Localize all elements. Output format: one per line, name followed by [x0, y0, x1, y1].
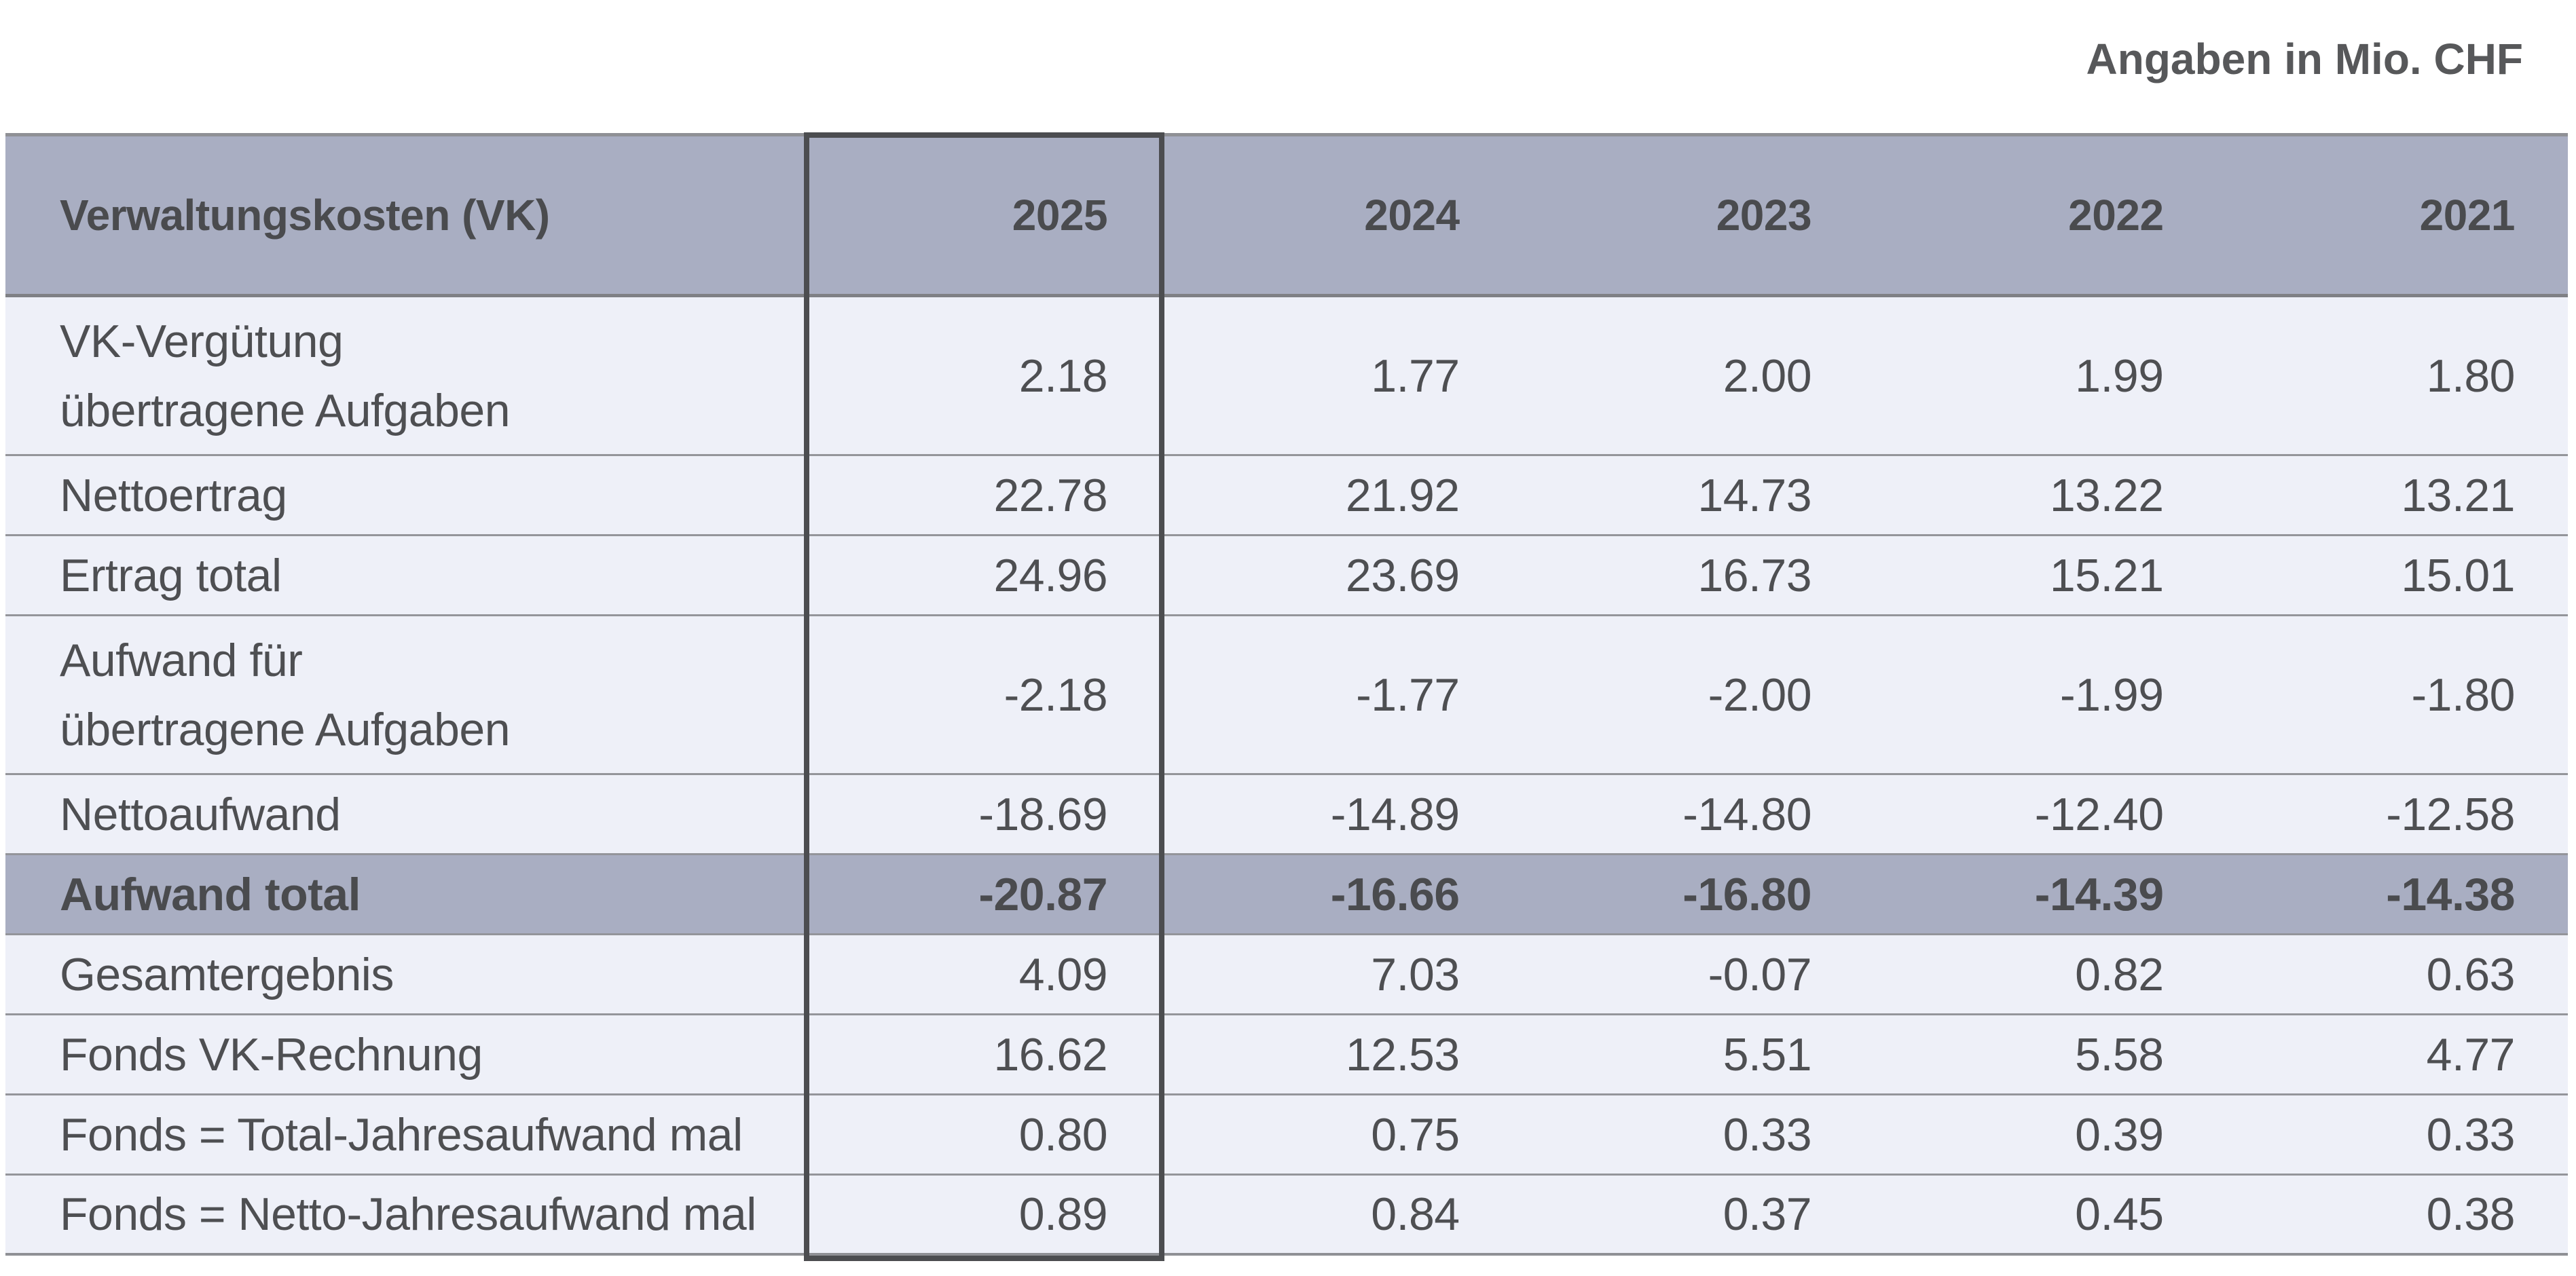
- value-cell: 23.69: [1345, 549, 1460, 601]
- value-cell: 4.09: [1018, 948, 1108, 1000]
- value-cell: 0.37: [1723, 1188, 1812, 1241]
- value-cell: 15.01: [2401, 549, 2515, 601]
- value-cell: -16.80: [1682, 868, 1812, 920]
- value-cell: 22.78: [993, 469, 1108, 521]
- table-title: Verwaltungskosten (VK): [60, 191, 550, 240]
- table-row: Aufwand für übertragene Aufgaben -2.18 -1…: [5, 616, 2568, 776]
- value-cell: 1.77: [1371, 350, 1460, 402]
- table-row: Fonds = Netto-Jahresaufwand mal 0.89 0.84…: [5, 1176, 2568, 1256]
- value-cell: -0.07: [1708, 948, 1812, 1000]
- value-cell: -1.80: [2411, 669, 2516, 721]
- row-label: Aufwand für übertragene Aufgaben: [60, 634, 511, 755]
- year-column-header: 2021: [2419, 191, 2516, 240]
- value-cell: -14.80: [1682, 788, 1812, 840]
- row-label: Nettoaufwand: [60, 788, 341, 840]
- value-cell: 7.03: [1371, 948, 1460, 1000]
- year-column-header: 2023: [1716, 191, 1812, 240]
- value-cell: -14.38: [2386, 868, 2515, 920]
- value-cell: -16.66: [1330, 868, 1460, 920]
- value-cell: 12.53: [1345, 1028, 1460, 1081]
- table-row: Fonds = Total-Jahresaufwand mal 0.80 0.75…: [5, 1095, 2568, 1176]
- value-cell: 0.33: [1723, 1108, 1812, 1161]
- value-cell: 0.89: [1018, 1188, 1108, 1241]
- table-row: Aufwand total -20.87 -16.66 -16.80 -14.39 -1…: [5, 855, 2568, 936]
- row-label: Nettoertrag: [60, 469, 287, 521]
- value-cell: 15.21: [2049, 549, 2164, 601]
- value-cell: 0.38: [2426, 1188, 2516, 1241]
- value-cell: 5.51: [1723, 1028, 1812, 1081]
- row-label: Gesamtergebnis: [60, 948, 394, 1000]
- value-cell: 0.82: [2075, 948, 2164, 1000]
- table-header-row: Verwaltungskosten (VK) 2025 2024 2023 2022 2…: [5, 136, 2568, 298]
- row-label: Fonds VK-Rechnung: [60, 1028, 483, 1081]
- value-cell: -2.00: [1708, 669, 1812, 721]
- value-cell: 0.75: [1371, 1108, 1460, 1161]
- table-row: Ertrag total 24.96 23.69 16.73 15.21 15.01: [5, 536, 2568, 617]
- row-label: VK-Vergütung übertragene Aufgaben: [60, 315, 511, 436]
- value-cell: -2.18: [1004, 669, 1108, 721]
- value-cell: 0.80: [1018, 1108, 1108, 1161]
- table-row: Nettoertrag 22.78 21.92 14.73 13.22 13.21: [5, 456, 2568, 537]
- table-body: VK-Vergütung übertragene Aufgaben 2.18 1.…: [5, 297, 2568, 1256]
- row-label: Fonds = Total-Jahresaufwand mal: [60, 1108, 743, 1161]
- value-cell: 16.73: [1697, 549, 1812, 601]
- value-cell: -14.39: [2034, 868, 2164, 920]
- value-cell: 2.00: [1723, 350, 1812, 402]
- value-cell: -12.58: [2386, 788, 2515, 840]
- value-cell: -14.89: [1330, 788, 1460, 840]
- value-cell: 1.80: [2426, 350, 2516, 402]
- value-cell: 5.58: [2075, 1028, 2164, 1081]
- vk-table: Verwaltungskosten (VK) 2025 2024 2023 2022 2…: [5, 132, 2568, 1262]
- value-cell: -12.40: [2034, 788, 2164, 840]
- value-cell: 13.21: [2401, 469, 2515, 521]
- value-cell: 0.39: [2075, 1108, 2164, 1161]
- value-cell: 21.92: [1345, 469, 1460, 521]
- year-column-header: 2025: [1012, 191, 1108, 240]
- value-cell: 14.73: [1697, 469, 1812, 521]
- value-cell: -1.99: [2060, 669, 2164, 721]
- value-cell: -20.87: [978, 868, 1108, 920]
- value-cell: 1.99: [2075, 350, 2164, 402]
- units-note: Angaben in Mio. CHF: [2086, 35, 2524, 83]
- table-row: Gesamtergebnis 4.09 7.03 -0.07 0.82 0.63: [5, 935, 2568, 1016]
- value-cell: -1.77: [1356, 669, 1460, 721]
- table-row: Fonds VK-Rechnung 16.62 12.53 5.51 5.58 4.77: [5, 1015, 2568, 1096]
- value-cell: -18.69: [978, 788, 1108, 840]
- value-cell: 4.77: [2426, 1028, 2516, 1081]
- value-cell: 16.62: [993, 1028, 1108, 1081]
- value-cell: 0.84: [1371, 1188, 1460, 1241]
- value-cell: 24.96: [993, 549, 1108, 601]
- table-row: Nettoaufwand -18.69 -14.89 -14.80 -12.40 -12…: [5, 775, 2568, 856]
- row-label: Ertrag total: [60, 549, 282, 601]
- value-cell: 13.22: [2049, 469, 2164, 521]
- value-cell: 0.63: [2426, 948, 2516, 1000]
- table-row: VK-Vergütung übertragene Aufgaben 2.18 1.…: [5, 297, 2568, 457]
- row-label: Aufwand total: [60, 868, 361, 920]
- value-cell: 0.33: [2426, 1108, 2516, 1161]
- value-cell: 0.45: [2075, 1188, 2164, 1241]
- year-column-header: 2024: [1364, 191, 1460, 240]
- row-label: Fonds = Netto-Jahresaufwand mal: [60, 1188, 756, 1241]
- year-column-header: 2022: [2068, 191, 2164, 240]
- value-cell: 2.18: [1018, 350, 1108, 402]
